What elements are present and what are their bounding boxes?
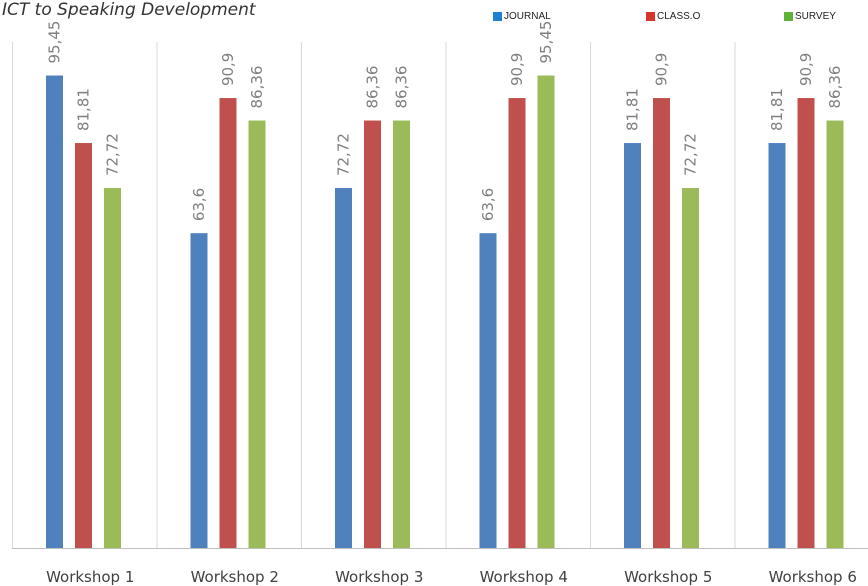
bar-journal-2	[190, 233, 208, 548]
bar-value-label: 86,36	[248, 66, 266, 109]
bar-value-label: 95,45	[46, 21, 64, 64]
bar-journal-4	[479, 233, 497, 548]
bar-journal-3	[335, 188, 352, 548]
bar-survey-3	[393, 120, 410, 548]
category-label-4: Workshop 4	[480, 568, 568, 586]
bar-value-label: 63,6	[479, 188, 497, 221]
bar-class-o-1	[75, 143, 92, 548]
category-label-6: Workshop 6	[769, 568, 857, 586]
bar-survey-5	[682, 188, 699, 548]
bar-class-o-3	[364, 120, 381, 548]
bar-value-label: 95,45	[537, 21, 555, 64]
bar-value-label: 81,81	[624, 88, 642, 131]
legend-label-classo: CLASS.O	[657, 11, 701, 22]
bar-journal-5	[624, 143, 641, 548]
bar-value-label: 86,36	[393, 66, 411, 109]
bar-value-label: 90,9	[508, 53, 526, 86]
bar-value-label: 90,9	[219, 53, 237, 86]
legend-swatch-classo	[646, 12, 655, 21]
legend-item-classo: CLASS.O	[646, 11, 700, 22]
bar-survey-4	[537, 75, 555, 549]
bar-survey-1	[104, 188, 121, 548]
category-label-5: Workshop 5	[624, 568, 712, 586]
bar-journal-6	[768, 143, 786, 548]
legend-swatch-journal	[493, 12, 502, 21]
bar-value-label: 86,36	[364, 66, 382, 109]
legend-label-survey: SURVEY	[795, 11, 836, 22]
bar-class-o-4	[508, 98, 526, 549]
bar-value-label: 81,81	[768, 88, 786, 131]
bar-value-label: 90,9	[653, 53, 671, 86]
bar-value-label: 72,72	[682, 133, 700, 176]
category-label-1: Workshop 1	[46, 568, 134, 586]
bar-value-label: 72,72	[335, 133, 353, 176]
bar-survey-6	[826, 120, 844, 548]
bar-class-o-5	[653, 98, 670, 549]
category-label-3: Workshop 3	[335, 568, 423, 586]
bar-value-label: 81,81	[75, 88, 93, 131]
bar-value-label: 63,6	[190, 188, 208, 221]
bar-survey-2	[248, 120, 266, 548]
legend-item-survey: SURVEY	[784, 11, 836, 22]
bar-class-o-2	[219, 98, 237, 549]
legend-label-journal: JOURNAL	[504, 11, 551, 22]
legend-swatch-survey	[784, 12, 793, 21]
bar-class-o-6	[797, 98, 815, 549]
legend-item-journal: JOURNAL	[493, 11, 551, 22]
bar-journal-1	[46, 75, 63, 549]
bar-value-label: 72,72	[104, 133, 122, 176]
legend: JOURNAL CLASS.O SURVEY	[0, 11, 868, 29]
bar-value-label: 90,9	[797, 53, 815, 86]
chart-title: ICT to Speaking Development	[2, 0, 256, 20]
bar-value-label: 86,36	[826, 66, 844, 109]
category-label-2: Workshop 2	[191, 568, 279, 586]
